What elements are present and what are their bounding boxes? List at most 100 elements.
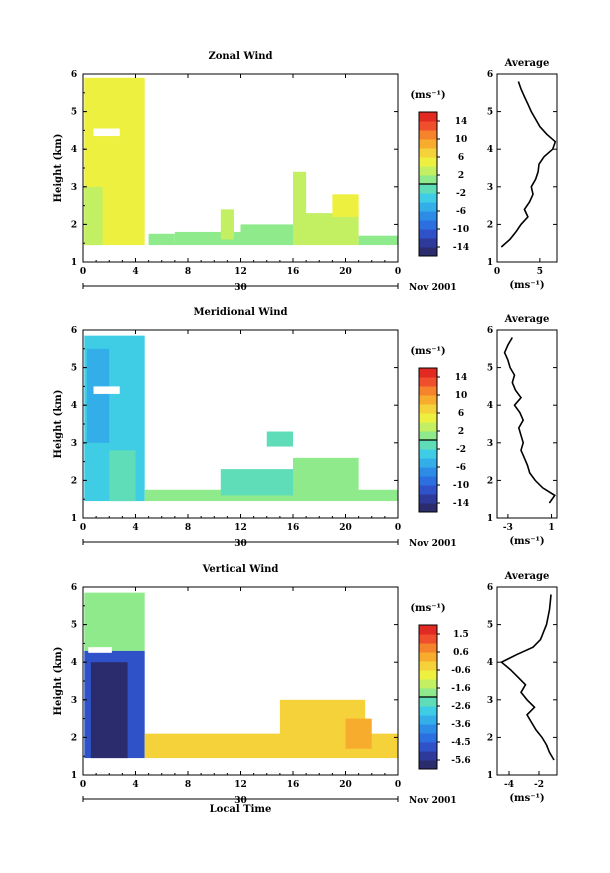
x-tick-label: 0 xyxy=(395,780,401,790)
panel-title: Meridional Wind xyxy=(193,307,287,318)
colorbar-tick-label: -2.6 xyxy=(451,702,470,712)
colorbar-swatch xyxy=(419,449,437,459)
colorbar-swatch xyxy=(419,395,437,405)
y-tick-label: 5 xyxy=(71,364,77,374)
y-tick-label: 5 xyxy=(71,108,77,118)
data-gap xyxy=(88,647,112,653)
colorbar-swatch xyxy=(419,121,437,131)
colorbar-tick-label: 2 xyxy=(458,427,464,437)
heatmap-cell xyxy=(86,348,110,443)
colorbar-tick-label: -5.6 xyxy=(451,756,470,766)
colorbar-tick-label: -14 xyxy=(453,499,469,509)
colorbar-unit: (ms⁻¹) xyxy=(410,346,445,357)
average-y-tick-label: 5 xyxy=(487,364,493,374)
colorbar-tick-label: 14 xyxy=(455,117,468,127)
average-profile-line xyxy=(500,81,557,248)
y-tick-label: 2 xyxy=(71,733,77,743)
colorbar-swatch xyxy=(419,670,437,680)
heatmap-cell xyxy=(84,592,145,651)
colorbar-tick-label: 6 xyxy=(458,409,464,419)
y-tick-label: 6 xyxy=(71,326,77,336)
average-y-tick-label: 4 xyxy=(487,658,493,668)
y-tick-label: 4 xyxy=(71,145,77,155)
x-tick-label: 0 xyxy=(395,267,401,277)
colorbar-swatch xyxy=(419,193,437,203)
colorbar-swatch xyxy=(419,184,437,194)
colorbar-swatch xyxy=(419,742,437,752)
colorbar-swatch xyxy=(419,220,437,230)
heatmap-cell xyxy=(220,469,293,496)
colorbar-swatch xyxy=(419,706,437,716)
y-tick-label: 2 xyxy=(71,476,77,486)
colorbar-swatch xyxy=(419,494,437,504)
y-tick-label: 4 xyxy=(71,658,77,668)
colorbar-swatch xyxy=(419,476,437,486)
colorbar-tick-label: -10 xyxy=(453,225,469,235)
colorbar-swatch xyxy=(419,661,437,671)
average-y-tick-label: 1 xyxy=(487,514,493,524)
average-x-tick-label: -2 xyxy=(534,780,544,790)
average-y-tick-label: 4 xyxy=(487,145,493,155)
average-title: Average xyxy=(504,314,550,325)
average-x-label: (ms⁻¹) xyxy=(509,793,544,804)
colorbar-swatch xyxy=(419,760,437,770)
average-y-tick-label: 6 xyxy=(487,583,493,593)
average-y-tick-label: 1 xyxy=(487,771,493,781)
colorbar-swatch xyxy=(419,643,437,653)
x-tick-label: 4 xyxy=(132,523,138,533)
colorbar-swatch xyxy=(419,166,437,176)
colorbar-swatch xyxy=(419,157,437,167)
y-tick-label: 3 xyxy=(71,696,77,706)
colorbar-swatch xyxy=(419,247,437,257)
colorbar-swatch xyxy=(419,715,437,725)
colorbar-swatch xyxy=(419,422,437,432)
colorbar-tick-label: -3.6 xyxy=(451,720,470,730)
colorbar-tick-label: -2 xyxy=(456,445,466,455)
month-label: Nov 2001 xyxy=(409,283,457,293)
x-tick-label: 0 xyxy=(395,523,401,533)
x-tick-label: 20 xyxy=(339,267,352,277)
y-tick-label: 1 xyxy=(71,258,77,268)
colorbar-tick-label: -0.6 xyxy=(451,666,470,676)
colorbar-unit: (ms⁻¹) xyxy=(410,603,445,614)
y-tick-label: 1 xyxy=(71,771,77,781)
x-tick-label: 20 xyxy=(339,523,352,533)
x-tick-label: 0 xyxy=(80,523,86,533)
date-label: 30 xyxy=(234,283,247,293)
heatmap-cell xyxy=(240,224,293,246)
colorbar-swatch xyxy=(419,679,437,689)
heatmap-cell xyxy=(293,171,307,225)
average-y-tick-label: 3 xyxy=(487,439,493,449)
heatmap-cell xyxy=(345,718,372,749)
colorbar-swatch xyxy=(419,634,437,644)
x-axis-label: Local Time xyxy=(210,804,272,815)
x-tick-label: 0 xyxy=(80,267,86,277)
colorbar-swatch xyxy=(419,377,437,387)
colorbar-swatch xyxy=(419,458,437,468)
colorbar-swatch xyxy=(419,431,437,441)
colorbar-swatch xyxy=(419,404,437,414)
panel-title: Vertical Wind xyxy=(202,564,279,575)
x-tick-label: 8 xyxy=(185,267,191,277)
average-x-label: (ms⁻¹) xyxy=(509,536,544,547)
data-gap xyxy=(93,386,120,394)
x-tick-label: 12 xyxy=(234,267,247,277)
x-tick-label: 0 xyxy=(80,780,86,790)
colorbar-swatch xyxy=(419,130,437,140)
colorbar-swatch xyxy=(419,733,437,743)
x-tick-label: 20 xyxy=(339,780,352,790)
heatmap-cell xyxy=(358,235,398,246)
colorbar-tick-label: -1.6 xyxy=(451,684,470,694)
heatmap-cell xyxy=(148,233,175,246)
average-y-tick-label: 5 xyxy=(487,108,493,118)
average-title: Average xyxy=(504,58,550,69)
x-tick-label: 8 xyxy=(185,523,191,533)
y-tick-label: 5 xyxy=(71,621,77,631)
y-tick-label: 3 xyxy=(71,183,77,193)
colorbar-tick-label: -6 xyxy=(456,463,466,473)
colorbar-swatch xyxy=(419,148,437,158)
colorbar-swatch xyxy=(419,139,437,149)
